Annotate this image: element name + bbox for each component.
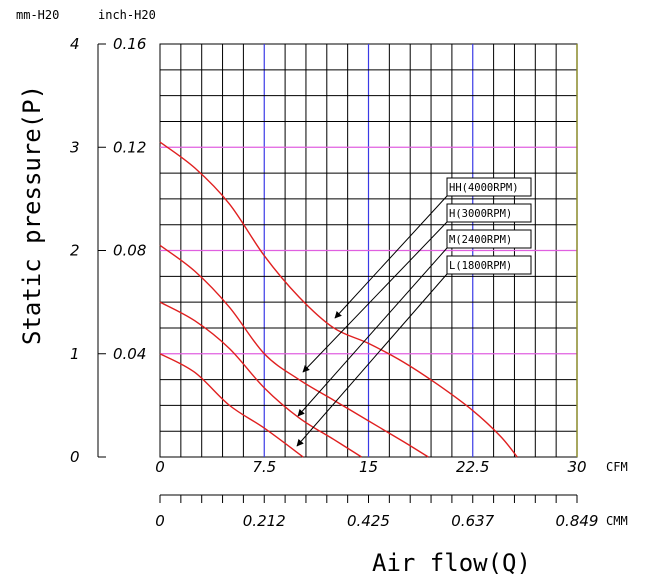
y-tick-label-mm: 3 [70, 138, 80, 156]
legend-label: HH(4000RPM) [449, 182, 519, 194]
y-tick-label-mm: 2 [70, 242, 80, 260]
y-unit-primary: mm-H20 [16, 8, 59, 22]
legend-leader-arrow [297, 247, 448, 417]
y-tick-label-inch: 0.16 [113, 35, 146, 53]
legend-box [446, 177, 532, 197]
legend: HH(4000RPM) H(3000RPM) M(2400RPM) L(1800RPM… [296, 177, 532, 447]
grid [159, 43, 578, 458]
y-tick-label-inch: 0.08 [113, 242, 146, 260]
x-tick-label-cmm: 0.212 [243, 512, 286, 530]
x-tick-label-cmm: 0.849 [556, 512, 599, 530]
series-curve-1 [159, 244, 429, 458]
series-curve-0 [159, 141, 518, 458]
x-tick-label-cfm: 7.5 [252, 458, 276, 476]
y-tick-label-mm: 0 [70, 448, 80, 466]
x-tick-label-cfm: 0 [155, 458, 165, 476]
y-tick-label-mm: 4 [70, 35, 80, 53]
y-tick-label-mm: 1 [70, 345, 80, 363]
curves [159, 141, 518, 458]
legend-box [446, 229, 532, 249]
x-tick-label-cmm: 0.425 [347, 512, 390, 530]
x-tick-label-cfm: 15 [359, 458, 378, 476]
series-curve-3 [159, 353, 304, 458]
legend-label: L(1800RPM) [449, 260, 512, 272]
y-tick-label-inch: 0.12 [113, 138, 146, 156]
y-tick-label-inch: 0.04 [113, 345, 146, 363]
x-unit-primary: CFM [606, 460, 628, 474]
axis-ticks: 4 3 2 1 0 0.16 0.12 0.08 0.04 0 7.5 15 22.5 30 0 0.212 0… [70, 35, 598, 530]
legend-box [446, 255, 532, 275]
x-tick-label-cmm: 0.637 [451, 512, 494, 530]
legend-leader-arrow [296, 273, 448, 447]
x-tick-label-cfm: 30 [567, 458, 586, 476]
x-axis-title: Air flow(Q) [372, 549, 531, 577]
legend-leader-arrow [334, 195, 448, 319]
legend-leader-arrow [302, 221, 448, 373]
x-tick-label-cmm: 0 [155, 512, 165, 530]
series-curve-2 [159, 301, 362, 458]
x-tick-label-cfm: 22.5 [456, 458, 489, 476]
legend-label: M(2400RPM) [449, 234, 512, 246]
legend-box [446, 203, 532, 223]
legend-label: H(3000RPM) [449, 208, 512, 220]
x-unit-secondary: CMM [606, 514, 628, 528]
y-unit-secondary: inch-H20 [98, 8, 156, 22]
y-axis-title: Static pressure(P) [18, 85, 46, 345]
